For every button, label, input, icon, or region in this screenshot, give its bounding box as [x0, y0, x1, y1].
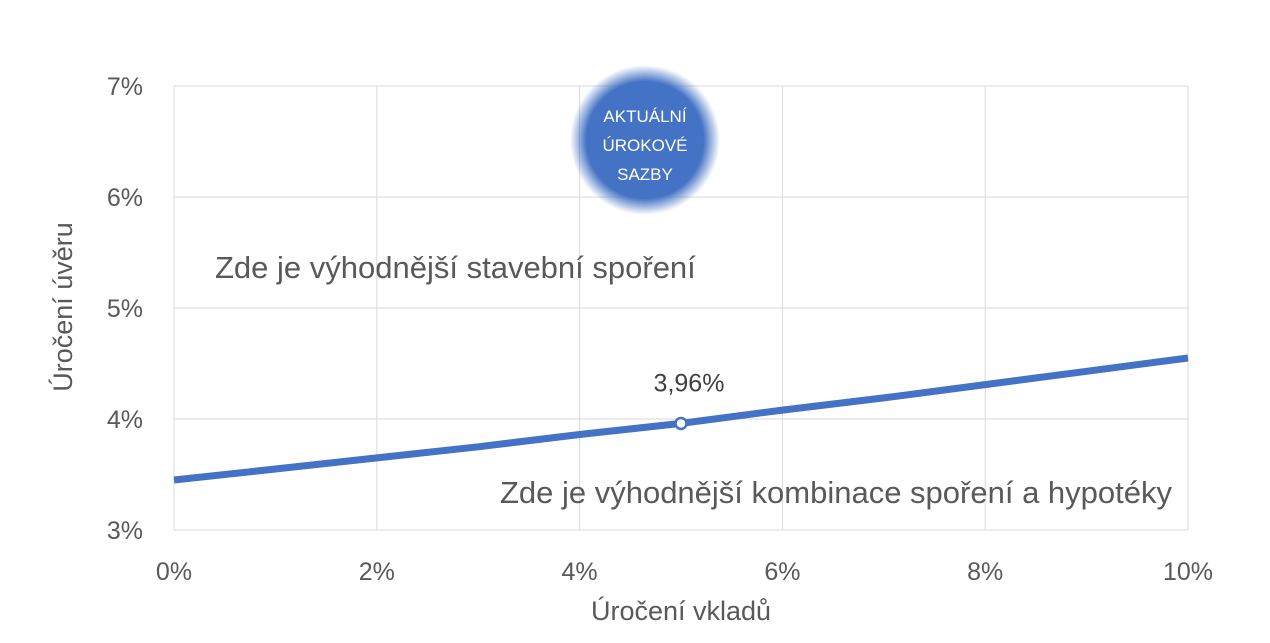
current-rates-badge: AKTUÁLNÍ ÚROKOVÉ SAZBY [570, 65, 720, 215]
x-tick-label: 4% [562, 558, 598, 586]
x-tick-label: 8% [967, 558, 1003, 586]
badge-line-3: SAZBY [617, 165, 673, 184]
y-tick-label: 5% [107, 295, 143, 323]
badge-line-1: AKTUÁLNÍ [603, 107, 686, 126]
y-axis-title: Úročení úvěru [47, 222, 78, 392]
highlight-point [674, 416, 688, 431]
y-tick-label: 6% [107, 184, 143, 212]
badge-circle [570, 65, 720, 215]
x-tick-labels: 0% 2% 4% 6% 8% 10% [156, 558, 1213, 586]
upper-region-label: Zde je výhodnější stavební spoření [215, 250, 696, 285]
y-tick-label: 3% [107, 517, 143, 545]
x-tick-label: 2% [359, 558, 395, 586]
y-tick-label: 4% [107, 406, 143, 434]
highlight-data-label: 3,96% [654, 369, 725, 397]
x-tick-label: 10% [1163, 558, 1213, 586]
lower-region-label: Zde je výhodnější kombinace spoření a hy… [500, 475, 1173, 510]
series-group [173, 354, 1189, 484]
y-tick-label: 7% [107, 73, 143, 101]
badge-line-2: ÚROKOVÉ [602, 136, 687, 155]
y-tick-labels: 3% 4% 5% 6% 7% [107, 73, 143, 545]
x-axis-title: Úročení vkladů [591, 595, 771, 626]
x-tick-label: 6% [764, 558, 800, 586]
x-tick-label: 0% [156, 558, 192, 586]
